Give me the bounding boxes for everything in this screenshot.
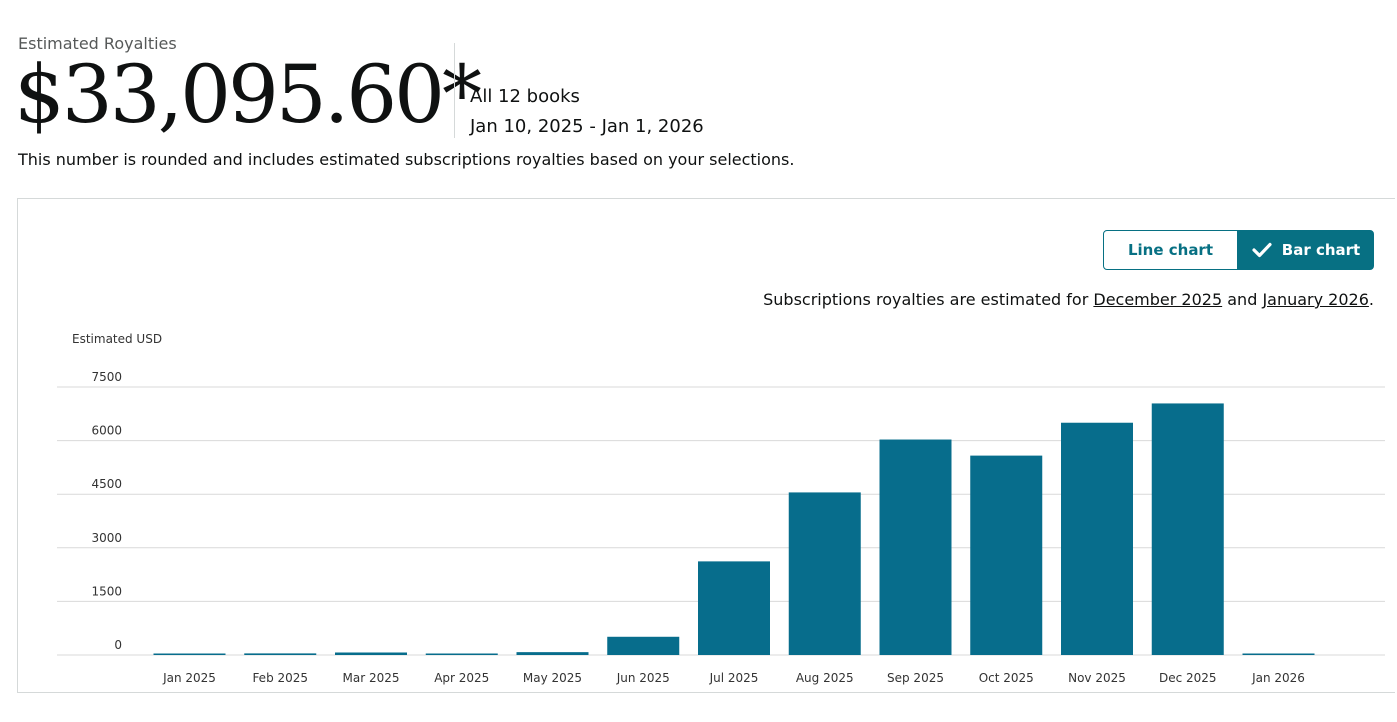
bar [698,561,770,655]
bar [153,653,226,655]
x-tick-label: Jan 2026 [1251,671,1305,685]
line-chart-label: Line chart [1127,241,1214,259]
x-tick-label: Jan 2025 [162,671,216,685]
bar [425,653,498,655]
bar [879,439,952,655]
bar [788,492,861,655]
chart-panel [17,198,1395,693]
subscriptions-note-suffix: . [1368,290,1374,309]
january-2026-link[interactable]: January 2026 [1262,290,1369,309]
bar-chart-button[interactable]: Bar chart [1238,230,1374,270]
x-tick-label: Dec 2025 [1159,671,1217,685]
y-tick-label: 1500 [91,584,122,598]
x-tick-label: Oct 2025 [979,671,1034,685]
y-tick-label: 3000 [91,531,122,545]
bar [244,653,317,655]
bar [970,455,1043,655]
x-tick-label: Sep 2025 [887,671,944,685]
y-tick-label: 0 [114,638,122,652]
x-tick-label: Aug 2025 [796,671,854,685]
bar [607,636,680,655]
bar [1242,653,1315,655]
checkmark-icon [1252,242,1272,258]
subscriptions-note-middle: and [1222,290,1263,309]
estimated-royalties-label: Estimated Royalties [18,34,177,53]
y-tick-label: 7500 [91,370,122,384]
bar [1061,422,1133,655]
x-tick-label: Apr 2025 [434,671,489,685]
date-range: Jan 10, 2025 - Jan 1, 2026 [470,116,704,137]
bar [1151,403,1224,655]
x-tick-label: Nov 2025 [1068,671,1126,685]
header-divider [454,43,455,138]
x-tick-label: May 2025 [523,671,582,685]
x-tick-label: Jul 2025 [709,671,759,685]
x-tick-label: Feb 2025 [252,671,308,685]
royalty-amount: $33,095.60* [14,48,482,141]
line-chart-button[interactable]: Line chart [1103,230,1238,270]
book-selection: All 12 books [470,86,580,107]
rounding-note: This number is rounded and includes esti… [18,150,795,169]
y-tick-label: 6000 [91,424,122,438]
subscriptions-note-prefix: Subscriptions royalties are estimated fo… [763,290,1094,309]
y-tick-label: 4500 [91,477,122,491]
x-tick-label: Mar 2025 [343,671,400,685]
bar [335,652,407,655]
december-2025-link[interactable]: December 2025 [1093,290,1223,309]
bar-chart-label: Bar chart [1281,241,1361,259]
bar [516,652,589,655]
x-tick-label: Jun 2025 [616,671,670,685]
subscriptions-note: Subscriptions royalties are estimated fo… [763,290,1374,309]
y-axis-label: Estimated USD [72,332,162,346]
chart-type-toggle: Line chart Bar chart [1103,230,1374,270]
